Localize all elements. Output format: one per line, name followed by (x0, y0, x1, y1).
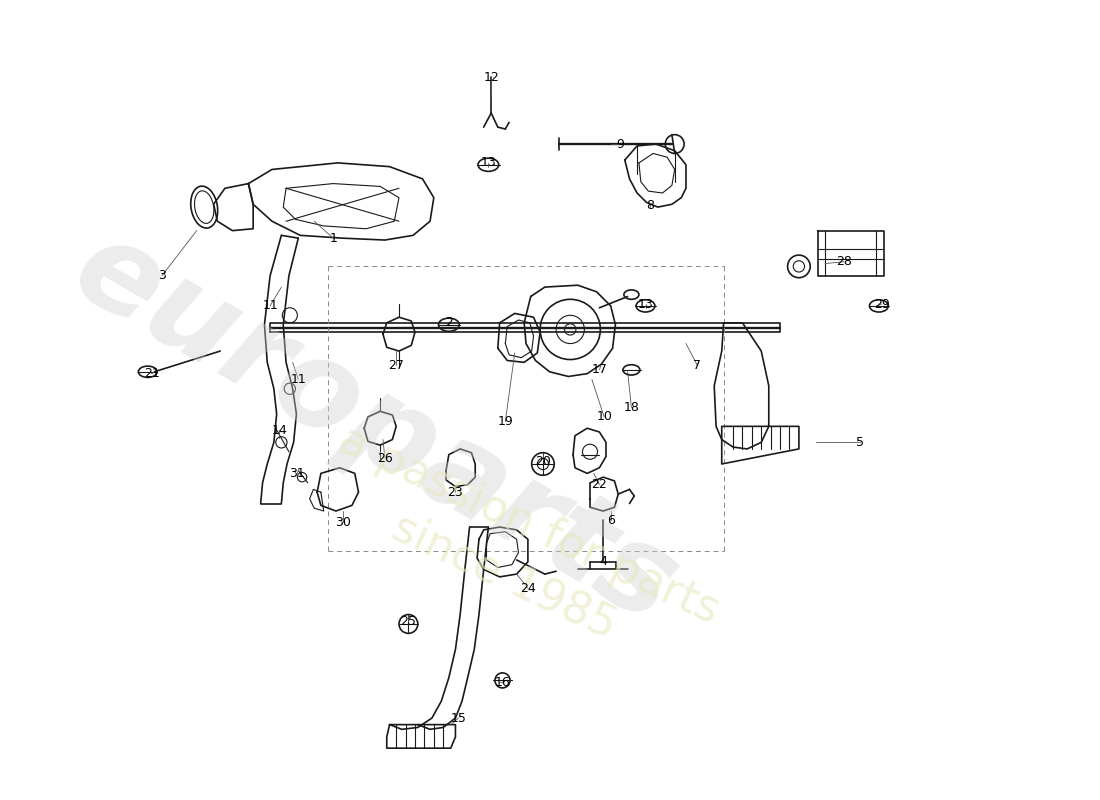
Text: 16: 16 (495, 676, 510, 689)
Text: 22: 22 (592, 478, 607, 491)
Text: 2: 2 (444, 316, 453, 330)
Text: 13: 13 (638, 298, 653, 310)
Text: 10: 10 (596, 410, 612, 423)
Text: 11: 11 (262, 299, 278, 313)
Text: 28: 28 (836, 255, 852, 268)
Text: 17: 17 (592, 363, 607, 376)
Text: 21: 21 (144, 367, 159, 380)
Text: 5: 5 (856, 436, 865, 449)
Text: 14: 14 (272, 424, 287, 437)
Text: 26: 26 (377, 452, 393, 465)
Text: 6: 6 (607, 514, 615, 527)
Text: 4: 4 (600, 555, 607, 568)
Text: a passion for parts
since 1985: a passion for parts since 1985 (308, 418, 726, 683)
Text: 19: 19 (497, 415, 514, 428)
Text: 1: 1 (329, 232, 337, 245)
Text: 29: 29 (873, 298, 890, 310)
Text: 9: 9 (616, 138, 624, 150)
Text: 11: 11 (290, 373, 306, 386)
Text: 12: 12 (483, 70, 499, 84)
Text: 8: 8 (646, 198, 654, 212)
Text: 25: 25 (400, 614, 416, 628)
Text: 3: 3 (158, 270, 166, 282)
Text: 23: 23 (448, 486, 463, 498)
Text: 24: 24 (520, 582, 536, 594)
Text: 7: 7 (693, 358, 702, 372)
Text: europarts: europarts (54, 209, 697, 648)
Text: 30: 30 (334, 516, 351, 529)
Text: 18: 18 (624, 401, 639, 414)
Text: 13: 13 (481, 156, 496, 170)
Text: 31: 31 (289, 467, 305, 480)
Text: 20: 20 (535, 454, 551, 468)
Text: 15: 15 (450, 711, 466, 725)
Text: 27: 27 (388, 358, 404, 372)
